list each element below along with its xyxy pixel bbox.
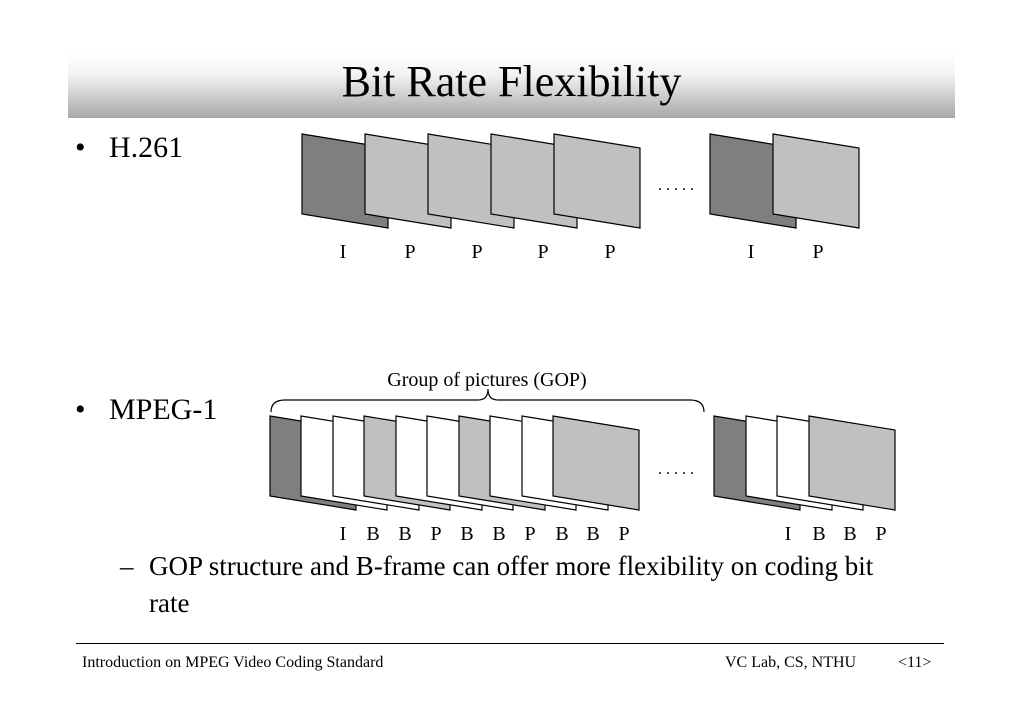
- gop-brace: Group of pictures (GOP): [270, 369, 705, 413]
- frame-p: [552, 415, 640, 511]
- frame-label-b: B: [843, 523, 856, 545]
- frame-label-p: P: [430, 523, 441, 545]
- frame-label-b: B: [366, 523, 379, 545]
- h261-frame-sequence: I P P P P I P . . . . .: [301, 133, 860, 263]
- bullet-h261-label: H.261: [109, 131, 184, 164]
- bullet-mpeg1-label: MPEG-1: [109, 393, 218, 426]
- mpeg1-frame-sequence: I B B P B B P B B P I B B P. . . . .: [269, 415, 896, 545]
- sub-bullet-dash: –: [120, 551, 134, 581]
- frame-label-p: P: [524, 523, 535, 545]
- bullet-glyph: •: [75, 393, 86, 426]
- title-bar: [68, 52, 955, 118]
- bullet-glyph: •: [75, 131, 86, 164]
- footer-lab: VC Lab, CS, NTHU: [725, 654, 857, 671]
- ellipsis: . . . . .: [658, 461, 694, 478]
- frame-label-b: B: [460, 523, 473, 545]
- frame-label-i: I: [785, 523, 792, 545]
- bullet-h261: • H.261: [75, 131, 183, 165]
- frame-label-p: P: [875, 523, 886, 545]
- footer-page-number: <11>: [898, 654, 932, 671]
- gop-brace-line: [270, 388, 705, 413]
- slide-title: Bit Rate Flexibility: [341, 57, 682, 106]
- gop-label: Group of pictures (GOP): [387, 369, 586, 391]
- frame-label-b: B: [555, 523, 568, 545]
- frame-label-i: I: [340, 523, 347, 545]
- frame-label-i: I: [340, 241, 347, 263]
- frame-p: [553, 133, 641, 229]
- bullet-mpeg1: • MPEG-1: [75, 393, 217, 427]
- footer-course-title: Introduction on MPEG Video Coding Standa…: [82, 654, 384, 671]
- frame-label-b: B: [812, 523, 825, 545]
- frame-label-i: I: [748, 241, 755, 263]
- frame-label-p: P: [404, 241, 415, 263]
- frame-label-p: P: [812, 241, 823, 263]
- ellipsis: . . . . .: [658, 177, 694, 194]
- frame-label-p: P: [604, 241, 615, 263]
- footer-divider: [76, 643, 944, 644]
- frame-label-p: P: [537, 241, 548, 263]
- frame-label-b: B: [586, 523, 599, 545]
- frame-p: [772, 133, 860, 229]
- frame-label-p: P: [618, 523, 629, 545]
- sub-bullet-text: GOP structure and B-frame can offer more…: [149, 551, 874, 618]
- frame-label-p: P: [471, 241, 482, 263]
- frame-p: [808, 415, 896, 511]
- frame-label-b: B: [492, 523, 505, 545]
- frame-label-b: B: [398, 523, 411, 545]
